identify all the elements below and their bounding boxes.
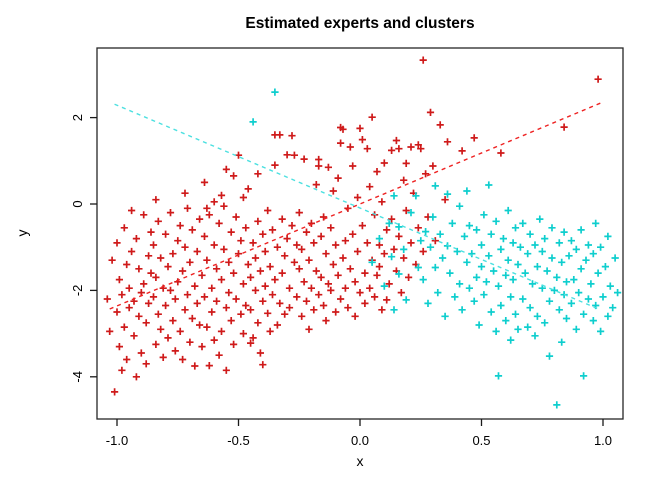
plot-box — [96, 47, 624, 420]
points-cluster-2-cyan — [249, 88, 622, 409]
y-tick-label: -2 — [70, 285, 85, 297]
y-tick-label: 0 — [70, 200, 85, 207]
x-tick-label: 0.0 — [351, 433, 369, 448]
expert-1-red-dashed-line — [109, 101, 604, 310]
x-tick-label: 1.0 — [594, 433, 612, 448]
x-tick-label: -1.0 — [106, 433, 128, 448]
x-tick-label: 0.5 — [472, 433, 490, 448]
points-cluster-1-red — [103, 56, 602, 396]
x-tick-label: -0.5 — [227, 433, 249, 448]
expert-lines-layer — [109, 101, 604, 311]
chart-title: Estimated experts and clusters — [245, 15, 474, 32]
x-axis-ticks: -1.0 -0.5 0.0 0.5 1.0 — [106, 419, 612, 448]
scatter-points-layer — [103, 56, 622, 409]
y-tick-label: 2 — [70, 114, 85, 121]
x-axis-label: x — [357, 453, 364, 469]
y-axis-label: y — [14, 230, 30, 237]
y-tick-label: -4 — [70, 371, 85, 383]
y-axis-ticks: 2 0 -2 -4 — [70, 114, 97, 383]
